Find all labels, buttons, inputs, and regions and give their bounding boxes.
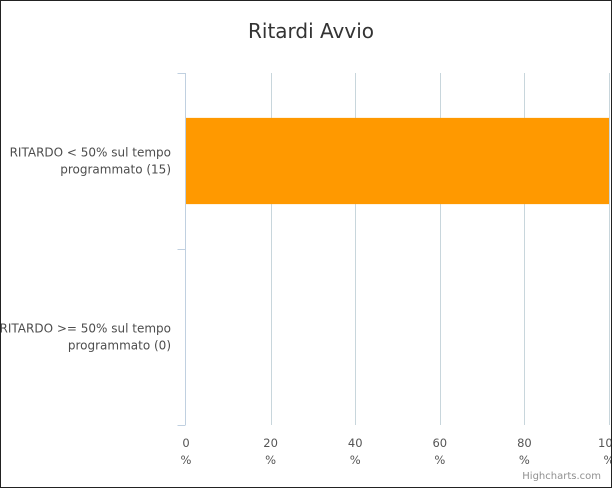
credits-label[interactable]: Highcharts.com xyxy=(522,471,601,482)
category-axis xyxy=(177,73,186,426)
tick-unit: % xyxy=(604,453,612,467)
tick-label: 60 xyxy=(432,436,447,450)
tick-label: 0 xyxy=(182,436,189,450)
category-label: programmato (0) xyxy=(68,339,171,353)
category-label: programmato (15) xyxy=(60,163,171,177)
tick-unit: % xyxy=(181,453,192,467)
bars xyxy=(186,117,609,205)
tick-unit: % xyxy=(519,453,530,467)
tick-label: 20 xyxy=(263,436,278,450)
tick-label: 100 xyxy=(598,436,612,450)
category-label: RITARDO < 50% sul tempo xyxy=(10,146,171,160)
tick-unit: % xyxy=(265,453,276,467)
tick-unit: % xyxy=(350,453,361,467)
category-label: RITARDO >= 50% sul tempo xyxy=(1,322,171,336)
chart-title: Ritardi Avvio xyxy=(248,19,374,43)
tick-label: 40 xyxy=(348,436,363,450)
value-axis-labels: 0% 20% 40% 60% 80% 100% xyxy=(181,436,612,467)
category-labels: RITARDO < 50% sul tempo programmato (15) R… xyxy=(1,146,171,353)
tick-label: 80 xyxy=(517,436,532,450)
bar xyxy=(186,117,609,205)
tick-unit: % xyxy=(434,453,445,467)
